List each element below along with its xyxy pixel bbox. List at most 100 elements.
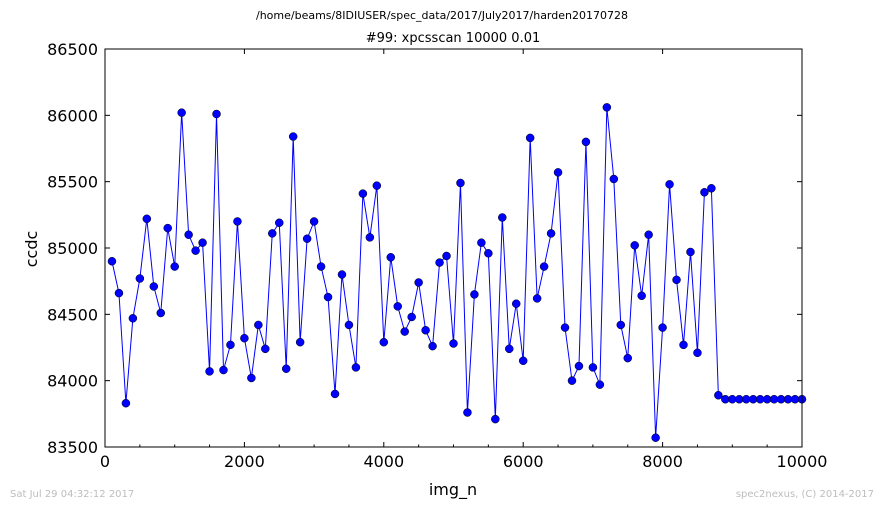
data-point [658,323,667,332]
data-point [525,133,535,143]
x-tick-label: 6000 [503,452,544,471]
data-point [365,233,375,242]
data-point [693,348,702,358]
data-point [337,270,347,279]
data-point [456,178,465,188]
y-tick-label: 85500 [47,173,98,192]
data-point [532,294,542,303]
data-point [198,238,207,247]
data-point [379,337,389,347]
data-point [191,246,200,255]
x-tick-label: 0 [100,452,110,471]
data-point [177,108,186,117]
data-point [295,337,305,347]
data-point [226,340,235,350]
x-tick-label: 2000 [224,452,265,471]
data-point [128,314,138,323]
data-point [275,218,284,228]
data-point [421,326,430,335]
data-point [344,320,354,330]
chart-suptitle: /home/beams/8IDIUSER/spec_data/2017/July… [256,9,628,22]
data-point [268,229,277,238]
y-tick-label: 83500 [47,438,98,457]
footer-credit: spec2nexus, (C) 2014-2017 [735,489,874,500]
data-point [714,391,723,400]
x-tick-label: 4000 [363,452,404,471]
data-point [428,341,437,351]
data-point [386,253,396,262]
data-point [644,230,653,239]
data-point [463,408,472,417]
data-point [651,433,660,442]
data-point [414,278,423,287]
data-point [302,234,312,243]
data-point [442,251,451,261]
data-point [630,241,639,250]
data-point [567,376,577,385]
data-point [518,356,528,366]
data-point [358,189,368,198]
data-point [205,367,214,376]
data-point [254,320,263,330]
data-point [114,288,124,298]
data-point [107,257,117,266]
data-point [351,363,361,372]
data-point [372,181,382,190]
data-point [261,344,270,354]
y-tick-label: 84000 [47,372,98,391]
data-point [247,373,256,383]
data-point [560,323,570,332]
data-point [539,262,549,271]
plot-background [105,49,802,447]
data-point [477,238,486,247]
data-point [581,137,591,147]
x-axis-label: img_n [429,480,477,500]
data-point [498,213,507,222]
data-point [553,168,563,177]
data-point [707,184,716,193]
data-point [595,380,605,389]
data-point [491,414,500,424]
chart-title: #99: xpcsscan 10000 0.01 [366,31,541,46]
y-tick-label: 85000 [47,239,98,258]
data-point [281,364,291,373]
data-point [323,292,333,302]
data-point [233,217,242,226]
data-point [609,174,619,184]
data-point [672,275,681,285]
data-point [121,398,131,408]
data-point [616,320,626,330]
data-point [470,290,479,299]
y-tick-label: 86000 [47,106,98,125]
footer-timestamp: Sat Jul 29 04:32:12 2017 [10,489,135,500]
x-tick-label: 10000 [777,452,828,471]
data-point [505,344,514,354]
data-point [156,308,166,318]
data-point [679,340,688,350]
data-point [637,291,646,301]
data-point [449,339,458,348]
right-margin [803,0,884,509]
data-point [400,327,409,336]
data-point [686,247,695,257]
x-tick-label: 8000 [642,452,683,471]
data-point [588,363,598,372]
data-point [511,299,521,308]
data-point [184,230,193,239]
data-point [212,109,221,119]
data-point [149,282,159,291]
data-point [170,262,179,271]
data-point [142,214,152,224]
data-point [602,103,612,112]
data-point [393,302,402,311]
y-axis-label: ccdc [22,231,41,268]
data-point [623,353,632,363]
data-point [330,389,340,399]
data-point [407,312,416,322]
data-point [316,262,326,271]
y-tick-label: 84500 [47,305,98,324]
data-point [546,229,556,238]
data-point [240,333,249,343]
plot-area [105,49,802,447]
